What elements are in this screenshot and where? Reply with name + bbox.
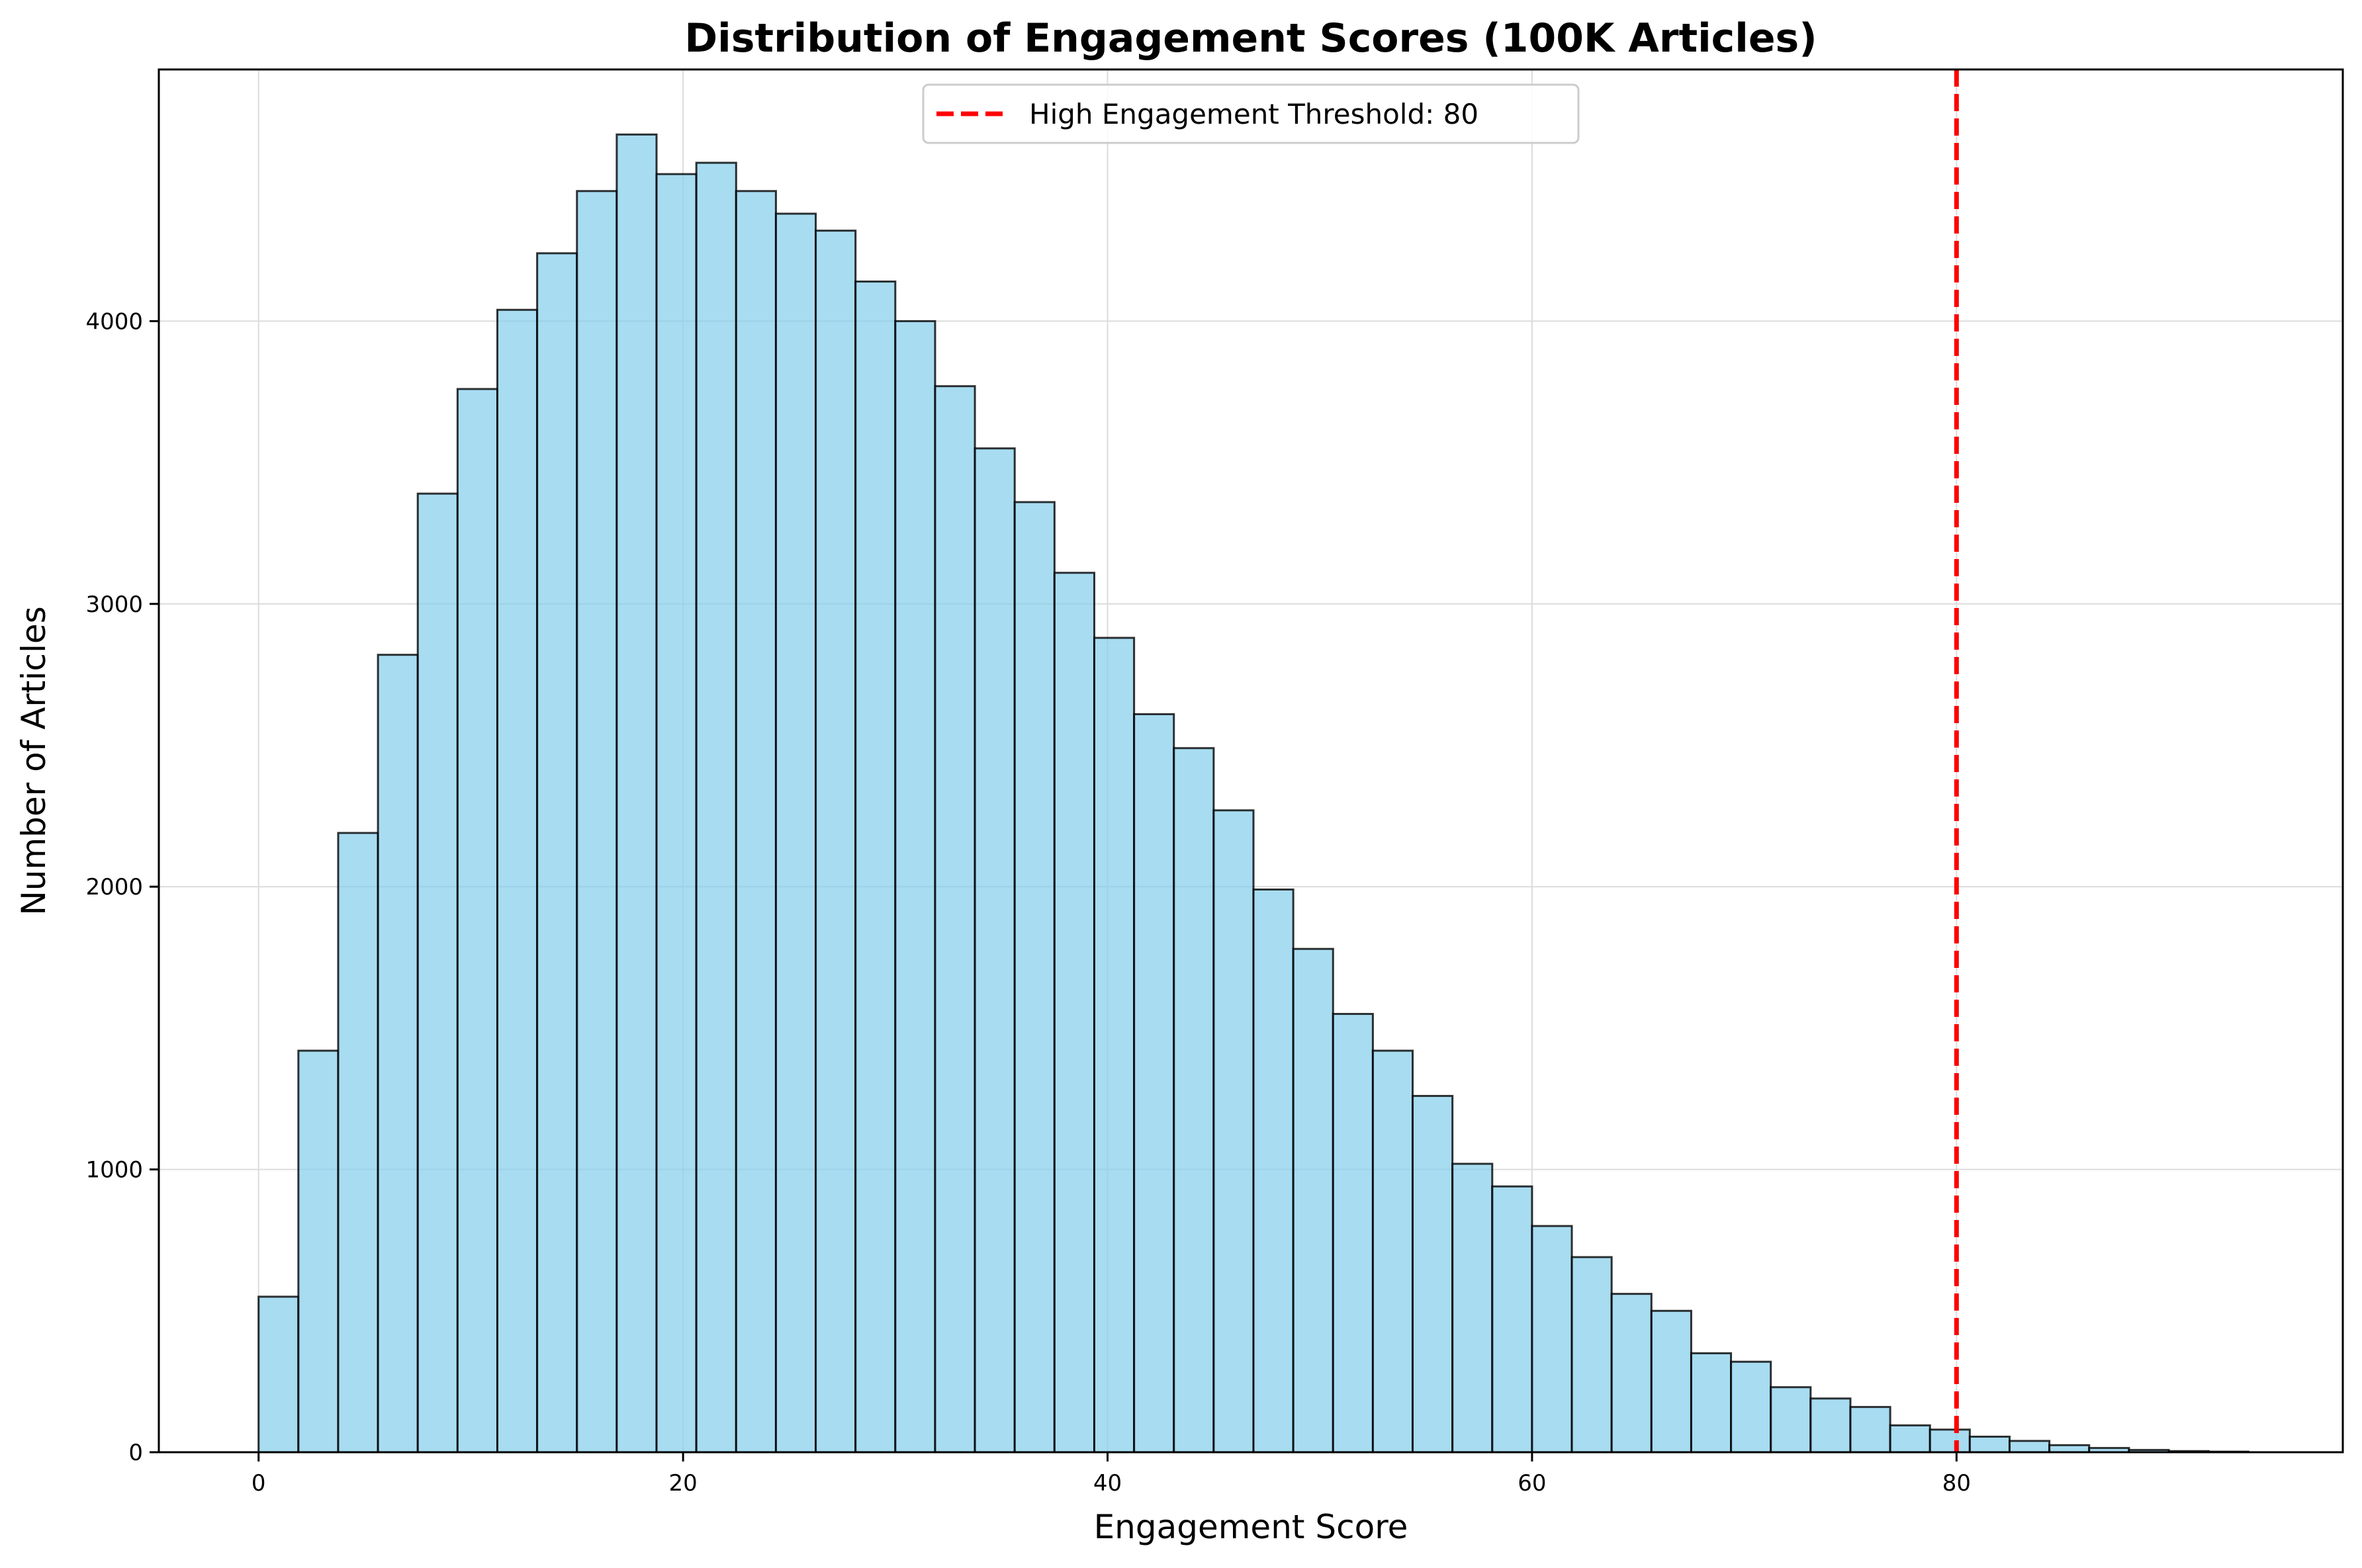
histogram-bar — [934, 385, 976, 1454]
histogram-bar — [1212, 809, 1255, 1454]
histogram-bar — [1173, 747, 1215, 1454]
histogram-bar — [377, 654, 419, 1454]
histogram-bar — [655, 173, 698, 1454]
plot-frame — [158, 68, 2344, 1454]
histogram-bar — [1133, 713, 1175, 1454]
histogram-bar — [496, 308, 539, 1454]
y-tick-label: 3000 — [85, 591, 143, 618]
histogram-bar — [1650, 1309, 1692, 1454]
histogram-bar — [257, 1295, 300, 1454]
histogram-bar — [1371, 1049, 1414, 1454]
histogram-bar — [1252, 888, 1295, 1454]
x-tick-label: 40 — [1093, 1470, 1122, 1497]
histogram-bar — [536, 252, 578, 1454]
histogram-bar — [1013, 501, 1056, 1454]
x-axis-ticks: 0 20 40 60 80 — [251, 1452, 1971, 1497]
histogram-bar — [297, 1049, 340, 1454]
histogram-bar — [1610, 1293, 1653, 1454]
histogram-bar — [974, 447, 1016, 1454]
y-axis-label: Number of Articles — [15, 606, 53, 915]
histogram-bar — [1968, 1435, 2011, 1454]
histogram-bar — [1053, 572, 1095, 1454]
histogram-bar — [1889, 1424, 1931, 1454]
x-tick-label: 80 — [1942, 1470, 1971, 1497]
histogram-bar — [1491, 1185, 1533, 1454]
histogram-bar — [1690, 1352, 1733, 1454]
x-tick-label: 0 — [251, 1470, 266, 1497]
histogram-bar — [2048, 1444, 2091, 1454]
x-tick-label: 20 — [668, 1470, 697, 1497]
histogram-bar — [1570, 1256, 1613, 1454]
histogram-bar — [735, 190, 777, 1454]
x-axis-label: Engagement Score — [1094, 1508, 1408, 1546]
histogram-bar — [1292, 947, 1334, 1454]
y-tick-label: 2000 — [85, 874, 143, 900]
y-tick-label: 0 — [128, 1440, 143, 1466]
legend-label-threshold: High Engagement Threshold: 80 — [1029, 98, 1478, 130]
histogram-bar — [1093, 636, 1136, 1454]
histogram-bar — [815, 230, 857, 1454]
legend: High Engagement Threshold: 80 — [922, 83, 1580, 144]
histogram-bar — [615, 133, 658, 1454]
histogram-bar — [695, 161, 737, 1454]
histogram-bar — [1412, 1094, 1454, 1454]
bars-layer — [257, 133, 2249, 1454]
histogram-bar — [1849, 1406, 1891, 1454]
histogram-bar — [1531, 1225, 1573, 1454]
y-tick-label: 1000 — [85, 1157, 143, 1184]
histogram-bar — [1332, 1013, 1374, 1454]
y-axis-ticks: 0 1000 2000 3000 4000 — [85, 308, 159, 1466]
histogram-bar — [1730, 1360, 1772, 1454]
histogram-bar — [1929, 1428, 1971, 1454]
legend-box — [922, 83, 1580, 144]
histogram-bar — [854, 281, 897, 1454]
histogram-bar — [774, 212, 817, 1454]
histogram-bar — [1770, 1386, 1812, 1454]
histogram-bar — [1451, 1162, 1494, 1454]
histogram-bar — [416, 492, 459, 1454]
histogram-bar — [456, 388, 499, 1454]
histogram-bar — [2009, 1440, 2051, 1454]
histogram-bar — [1809, 1397, 1852, 1454]
histogram-bar — [337, 832, 379, 1454]
chart-title: Distribution of Engagement Scores (100K … — [684, 15, 1817, 62]
histogram-bar — [894, 320, 936, 1454]
x-tick-label: 60 — [1518, 1470, 1546, 1497]
histogram-bar — [576, 190, 618, 1454]
y-tick-label: 4000 — [85, 308, 143, 335]
